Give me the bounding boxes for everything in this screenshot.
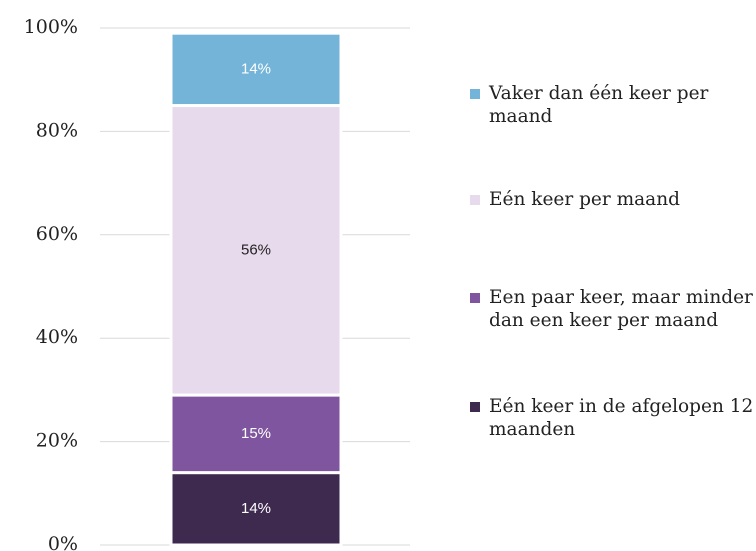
value-label: 56% [241, 241, 271, 258]
bar-segment [169, 104, 343, 397]
legend-item: Eén keer per maand [470, 188, 756, 211]
y-tick-label: 60% [36, 223, 78, 245]
legend-item: Eén keer in de afgelopen 12 maanden [470, 395, 756, 441]
bar-segment [169, 31, 343, 108]
value-label: 14% [241, 500, 271, 517]
value-label: 15% [241, 425, 271, 442]
legend-label: Eén keer per maand [489, 189, 680, 210]
legend-swatch [470, 293, 480, 303]
y-tick-label: 20% [36, 430, 78, 452]
legend-item: Een paar keer, maar minder dan een keer … [470, 286, 756, 332]
legend-swatch [470, 402, 480, 412]
legend-label: Een paar keer, maar minder dan een keer … [489, 287, 753, 331]
legend-swatch [470, 89, 480, 99]
bar-segment [169, 471, 343, 547]
legend-item: Vaker dan één keer per maand [470, 82, 756, 128]
legend-swatch [470, 195, 480, 205]
y-tick-label: 80% [36, 119, 78, 141]
legend-label: Eén keer in de afgelopen 12 maanden [489, 396, 754, 440]
y-tick-label: 100% [24, 16, 78, 38]
bar-segment [169, 393, 343, 475]
y-tick-label: 0% [48, 533, 78, 551]
value-label: 14% [241, 60, 271, 77]
legend-label: Vaker dan één keer per maand [489, 83, 709, 127]
y-tick-label: 40% [36, 326, 78, 348]
